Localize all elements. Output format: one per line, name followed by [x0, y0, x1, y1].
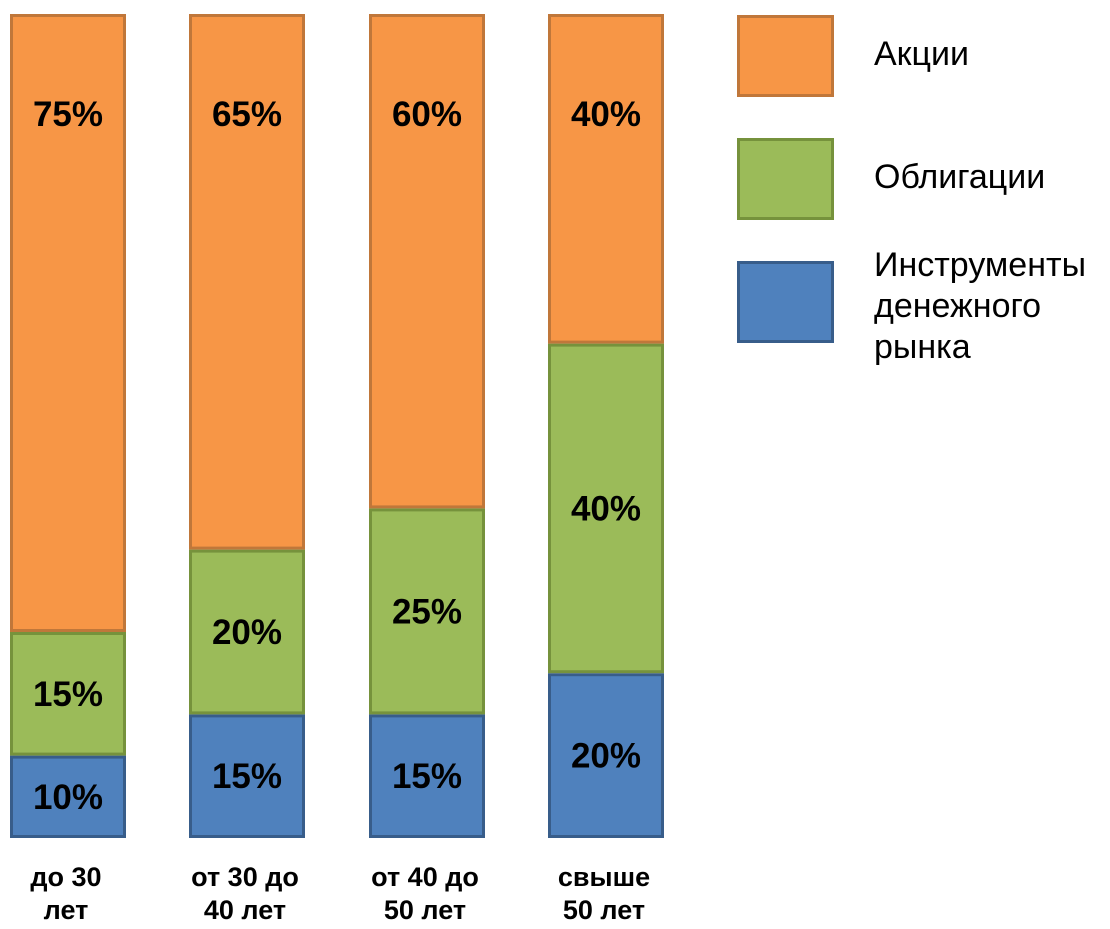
category-tick-label: лет [44, 895, 89, 924]
category-tick-label: от 40 до [371, 862, 479, 892]
bar-segment [10, 632, 126, 756]
segment-value-label: 40% [571, 95, 641, 134]
legend-swatch [737, 138, 834, 220]
bar-segment [369, 714, 485, 839]
bar-segment [10, 14, 126, 632]
legend-swatch [737, 261, 834, 343]
category-tick-label: 50 лет [384, 895, 466, 924]
segment-value-label: 40% [571, 489, 641, 528]
bars-layer [10, 14, 664, 839]
category-tick-label: до 30 [30, 862, 101, 892]
category-tick-label: 40 лет [204, 895, 286, 924]
segment-value-label: 20% [212, 613, 282, 652]
legend-label: Акции [874, 35, 969, 73]
bar-segment [548, 14, 664, 344]
bar-segment [548, 343, 664, 674]
segment-value-label: 15% [212, 757, 282, 796]
legend-label: Инструменты [874, 246, 1086, 284]
category-tick-label: от 30 до [191, 862, 299, 892]
category-labels-layer: до 30 лет от 30 до 40 лет от 40 до 50 лет свыш… [30, 862, 650, 925]
legend-swatch [737, 15, 834, 97]
bar-segment [189, 714, 305, 839]
bar-segment [189, 549, 305, 715]
bar-segment [548, 673, 664, 839]
bar-segment [189, 14, 305, 550]
legend-label: денежного [874, 287, 1041, 325]
segment-value-label: 15% [392, 757, 462, 796]
bar-segment [369, 14, 485, 509]
bar-segment [10, 755, 126, 838]
legend-label: рынка [874, 328, 971, 366]
bar-segment [369, 508, 485, 715]
segment-value-label: 25% [392, 592, 462, 631]
segment-value-label: 20% [571, 737, 641, 776]
legend-label: Облигации [874, 158, 1045, 196]
category-tick-label: свыше [558, 862, 650, 892]
segment-value-label: 15% [33, 675, 103, 714]
segment-value-label: 10% [33, 778, 103, 817]
segment-labels-layer: 10% 15% 75% 15% 20% 65% 15% 25% 60% 20% 40% 40% [33, 95, 641, 817]
segment-value-label: 65% [212, 95, 282, 134]
segment-value-label: 60% [392, 95, 462, 134]
segment-value-label: 75% [33, 95, 103, 134]
category-tick-label: 50 лет [563, 895, 645, 924]
